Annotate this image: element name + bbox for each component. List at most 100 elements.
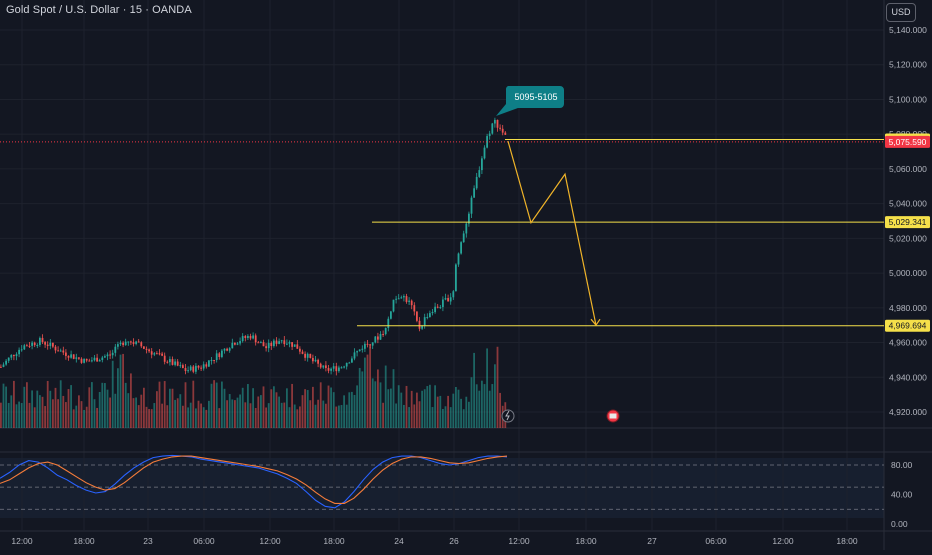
time-tick-label: 27	[647, 536, 657, 546]
volume-bar	[312, 386, 314, 428]
oscillator-band	[0, 458, 884, 518]
volume-bar	[0, 402, 2, 428]
candle	[460, 242, 462, 254]
candle	[286, 343, 288, 345]
candle	[304, 353, 306, 358]
volume-bar	[343, 395, 345, 428]
volume-bar	[221, 381, 223, 428]
projection	[507, 140, 601, 327]
candle	[301, 351, 304, 354]
volume-bar	[410, 390, 413, 428]
volume-bar	[273, 386, 275, 428]
candle	[483, 147, 486, 159]
volume-bar	[202, 407, 205, 428]
volume-bar	[15, 404, 18, 428]
time-axis: 12:00 18:00 23 06:00 12:00 18:00 24 26 12:00 18:0…	[11, 536, 858, 546]
volume-bar	[330, 387, 332, 428]
candle	[257, 342, 260, 344]
candle	[431, 312, 434, 314]
candle	[189, 366, 192, 371]
candle	[332, 366, 335, 369]
volume-bar	[184, 382, 187, 428]
candle	[470, 197, 473, 214]
volume-bar	[348, 392, 351, 428]
volume-bar	[205, 409, 208, 428]
volume-bar	[234, 400, 236, 428]
time-tick-label: 12:00	[259, 536, 281, 546]
candle	[148, 349, 150, 352]
candle	[244, 336, 247, 339]
volume-bar	[10, 395, 13, 428]
candle	[241, 336, 244, 342]
candle	[455, 264, 457, 292]
volume-bar	[447, 395, 449, 428]
volume-bar	[57, 399, 59, 428]
volume-bar	[384, 365, 387, 428]
candle	[49, 342, 52, 346]
volume-bar	[296, 409, 299, 428]
candle	[335, 366, 338, 372]
badge-bg	[885, 216, 930, 229]
candle	[28, 345, 31, 347]
volume-bar	[65, 402, 67, 428]
level-price-badge: 4,969.694	[885, 319, 930, 332]
candle	[400, 297, 403, 299]
price-tick-label: 5,140.000	[889, 25, 927, 35]
volume-bar	[325, 403, 327, 428]
time-tick-label: 18:00	[73, 536, 95, 546]
candle	[416, 311, 418, 321]
volume-bar	[33, 407, 36, 428]
candle	[392, 299, 395, 312]
volume-bar	[382, 402, 384, 428]
time-tick-label: 18:00	[836, 536, 858, 546]
volume-bar	[247, 384, 249, 428]
volume-bar	[494, 364, 496, 428]
volume-bar	[257, 396, 260, 428]
candle	[270, 342, 273, 347]
candle	[5, 360, 7, 365]
currency-button[interactable]: USD	[886, 3, 916, 22]
oscillator-tick-label: 80.00	[891, 460, 913, 470]
volume-bar	[353, 394, 356, 428]
volume-bar	[20, 403, 23, 428]
candle	[200, 367, 202, 369]
volume-bar	[434, 385, 436, 428]
price-tick-label: 5,100.000	[889, 94, 927, 104]
volume-bar	[332, 392, 335, 428]
price-axis: 5,140.0005,120.0005,100.0005,080.0005,06…	[885, 25, 930, 417]
volume-bar	[130, 373, 132, 428]
volume-bar	[218, 408, 221, 428]
volume-bar	[137, 405, 140, 428]
candle	[429, 313, 431, 318]
candle	[280, 340, 283, 342]
volume-bar	[127, 393, 130, 428]
volume-bar	[28, 402, 31, 428]
candle	[156, 353, 158, 355]
volume-bar	[429, 384, 431, 428]
candle	[62, 350, 65, 353]
candle	[421, 325, 423, 329]
volume-bar	[156, 391, 158, 428]
candle	[171, 359, 174, 365]
candle	[299, 348, 301, 352]
candle	[481, 158, 483, 171]
projection-arrowhead	[590, 318, 601, 327]
candle	[182, 365, 184, 368]
candle	[2, 364, 5, 367]
candle	[465, 223, 468, 234]
volume-bar	[299, 406, 301, 428]
candle	[317, 359, 319, 364]
volume-bar	[374, 381, 377, 428]
candle	[356, 351, 358, 353]
candle	[426, 317, 429, 319]
volume-bar	[470, 377, 473, 428]
volume-bar	[265, 407, 267, 428]
candle	[410, 300, 413, 306]
volume-bar	[226, 400, 228, 428]
candle	[247, 335, 249, 339]
level-price-badge: 5,029.341	[885, 216, 930, 229]
volume-bar	[101, 382, 104, 428]
candle	[278, 341, 280, 344]
